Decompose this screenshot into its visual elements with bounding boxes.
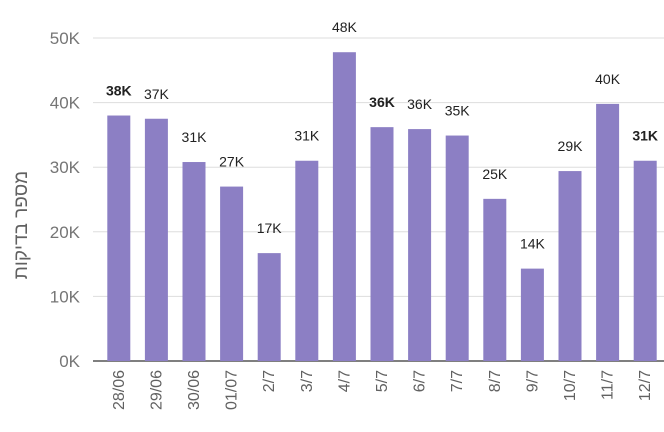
y-tick-label: 30K — [50, 158, 81, 177]
bar — [370, 127, 394, 361]
y-tick-label: 10K — [50, 287, 81, 306]
y-tick-label: 50K — [50, 29, 81, 48]
bar-data-label: 17K — [257, 220, 283, 236]
bar-data-label: 48K — [332, 19, 358, 35]
x-tick-label: 11/7 — [600, 370, 617, 400]
bar — [257, 253, 281, 361]
bar-data-label: 31K — [632, 128, 658, 144]
bar — [107, 115, 131, 362]
bar-data-label: 36K — [369, 94, 395, 110]
data-labels: 38K 37K 31K 27K 17K 31K 48K 36K 36K 35K 25K 14K 29K 4… — [106, 19, 658, 251]
bar — [483, 198, 507, 361]
x-tick-label: 4/7 — [336, 370, 353, 392]
bar — [596, 103, 620, 361]
bar-data-label: 31K — [182, 129, 208, 145]
x-axis-ticks: 28/06 29/06 30/06 01/07 2/7 3/7 4/7 5/7 6/7 7/7 8/… — [111, 370, 654, 410]
y-tick-label: 40K — [50, 94, 81, 113]
x-tick-label: 01/07 — [224, 370, 241, 410]
bar — [144, 118, 168, 361]
y-tick-label: 0K — [59, 352, 80, 371]
y-axis-ticks: 0K 10K 20K 30K 40K 50K — [50, 29, 81, 371]
bar-data-label: 35K — [445, 103, 471, 119]
bar-data-label: 29K — [558, 138, 584, 154]
bars — [107, 52, 657, 362]
bar — [633, 160, 657, 361]
bar — [332, 52, 356, 361]
x-tick-label: 30/06 — [186, 370, 203, 410]
x-tick-label: 8/7 — [487, 370, 504, 392]
x-tick-label: 29/06 — [148, 370, 165, 410]
bar-data-label: 14K — [520, 236, 546, 252]
bar-data-label: 37K — [144, 86, 170, 102]
bar — [182, 162, 206, 361]
bar — [295, 160, 319, 361]
bar — [445, 135, 469, 361]
x-tick-label: 2/7 — [261, 370, 278, 392]
bar-data-label: 40K — [595, 71, 621, 87]
bar — [408, 129, 432, 361]
y-tick-label: 20K — [50, 223, 81, 242]
bar — [558, 171, 582, 361]
bar — [220, 186, 244, 361]
x-tick-label: 7/7 — [449, 370, 466, 392]
bar-data-label: 36K — [407, 96, 433, 112]
x-tick-label: 9/7 — [524, 370, 541, 392]
bar — [520, 268, 544, 361]
bar-data-label: 25K — [482, 166, 508, 182]
x-tick-label: 10/7 — [562, 370, 579, 401]
bar-data-label: 31K — [294, 128, 320, 144]
x-tick-label: 6/7 — [412, 370, 429, 392]
x-tick-label: 28/06 — [111, 370, 128, 410]
x-tick-label: 3/7 — [299, 370, 316, 392]
bar-data-label: 38K — [106, 83, 132, 99]
y-axis-title: מספר בדיקות — [11, 171, 32, 279]
bar-data-label: 27K — [219, 154, 245, 170]
x-tick-label: 12/7 — [637, 370, 654, 401]
x-tick-label: 5/7 — [374, 370, 391, 392]
